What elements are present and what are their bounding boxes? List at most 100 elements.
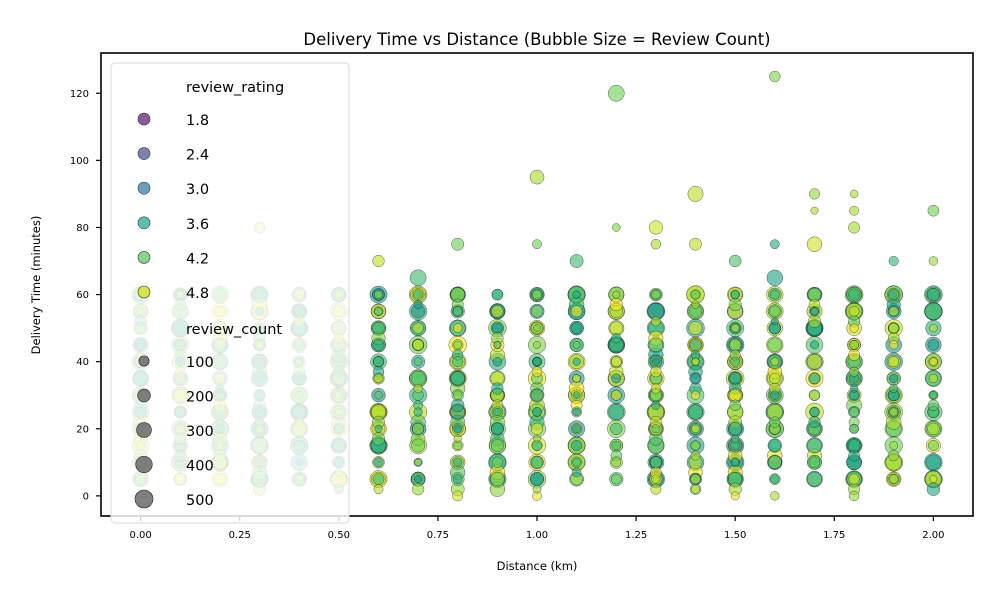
data-point — [926, 482, 941, 496]
data-point — [453, 390, 463, 400]
data-point — [927, 422, 940, 436]
data-point — [531, 366, 543, 377]
data-point — [652, 357, 660, 366]
data-point — [453, 434, 462, 443]
data-point — [610, 389, 622, 401]
data-point — [491, 288, 504, 301]
data-point — [728, 298, 742, 312]
data-point — [650, 239, 662, 250]
data-point — [412, 422, 425, 435]
data-point — [649, 456, 662, 469]
data-point — [491, 439, 504, 452]
y-axis-ticks: 0 20 40 60 80 100 120 — [70, 89, 101, 502]
data-point — [888, 288, 900, 301]
data-point — [808, 188, 821, 200]
data-point — [374, 424, 383, 433]
legend-hue-marker — [137, 251, 151, 264]
data-point — [572, 341, 581, 349]
data-point — [848, 288, 861, 301]
x-tick-label: 0.75 — [427, 530, 449, 541]
data-point — [413, 357, 423, 366]
data-point — [889, 373, 899, 384]
data-point — [572, 391, 581, 400]
data-point — [808, 314, 821, 328]
data-point — [609, 298, 623, 312]
data-point — [492, 322, 503, 334]
data-point — [850, 384, 859, 393]
data-point — [571, 439, 583, 452]
legend-hue-label: 1.8 — [186, 113, 209, 129]
data-point — [532, 289, 542, 300]
data-point — [612, 290, 621, 299]
data-point — [927, 339, 940, 351]
data-point — [610, 422, 623, 435]
x-tick-label: 2.00 — [922, 530, 944, 541]
legend-hue-marker — [137, 181, 151, 195]
legend-size-marker — [134, 489, 154, 509]
data-point — [808, 416, 821, 429]
data-point — [414, 458, 422, 466]
data-point — [650, 366, 662, 378]
data-point — [769, 416, 781, 428]
legend-hue-marker — [137, 112, 151, 126]
legend-size-label: 300 — [186, 424, 214, 440]
data-point — [651, 290, 661, 300]
data-point — [768, 439, 782, 452]
data-point — [413, 383, 423, 394]
data-point — [770, 317, 779, 326]
data-point — [689, 338, 702, 352]
data-point — [731, 434, 740, 443]
data-point — [689, 237, 702, 251]
data-point — [849, 189, 859, 199]
data-point — [530, 422, 544, 435]
data-point — [728, 422, 742, 436]
data-point — [530, 305, 544, 318]
legend-size-entries: 100 200 300 400 500 — [134, 355, 214, 509]
data-point — [532, 239, 542, 250]
data-point — [491, 422, 504, 435]
legend-hue-label: 4.2 — [186, 251, 209, 267]
legend-hue-label: 4.8 — [186, 286, 209, 302]
data-point — [373, 457, 384, 468]
data-point — [770, 491, 780, 501]
data-point — [412, 339, 424, 351]
data-point — [769, 305, 781, 318]
data-point — [767, 455, 782, 470]
data-point — [888, 306, 899, 317]
data-point — [611, 457, 622, 468]
data-point — [570, 305, 583, 318]
legend-size-label: 400 — [186, 459, 214, 475]
data-point — [691, 357, 700, 366]
data-point — [769, 70, 781, 83]
data-point — [452, 323, 463, 333]
data-point — [927, 440, 939, 451]
data-point — [848, 221, 861, 234]
y-tick-label: 100 — [70, 156, 89, 167]
data-point — [373, 373, 384, 384]
x-tick-label: 0.50 — [328, 530, 350, 541]
data-point — [372, 254, 385, 268]
legend-hue-label: 3.0 — [186, 182, 209, 198]
data-point — [888, 322, 899, 334]
data-point — [927, 399, 940, 412]
data-point — [410, 370, 426, 386]
legend-size-marker — [138, 355, 150, 367]
data-point — [372, 473, 385, 485]
data-point — [691, 300, 700, 309]
data-point — [929, 323, 938, 333]
data-point — [849, 340, 859, 350]
data-point — [490, 472, 505, 487]
data-point — [411, 438, 426, 453]
data-point — [848, 490, 860, 502]
legend-size-label: 500 — [186, 493, 214, 509]
data-point — [731, 323, 740, 333]
data-point — [769, 372, 781, 385]
data-point — [413, 300, 423, 310]
data-point — [371, 432, 386, 446]
x-axis-ticks: 0.00 0.25 0.50 0.75 1.00 1.25 1.50 1.75 2.00 — [130, 516, 944, 541]
data-point — [572, 290, 581, 299]
data-point — [769, 289, 780, 300]
y-tick-label: 60 — [76, 290, 89, 301]
data-point — [651, 316, 661, 327]
data-point — [374, 290, 383, 299]
